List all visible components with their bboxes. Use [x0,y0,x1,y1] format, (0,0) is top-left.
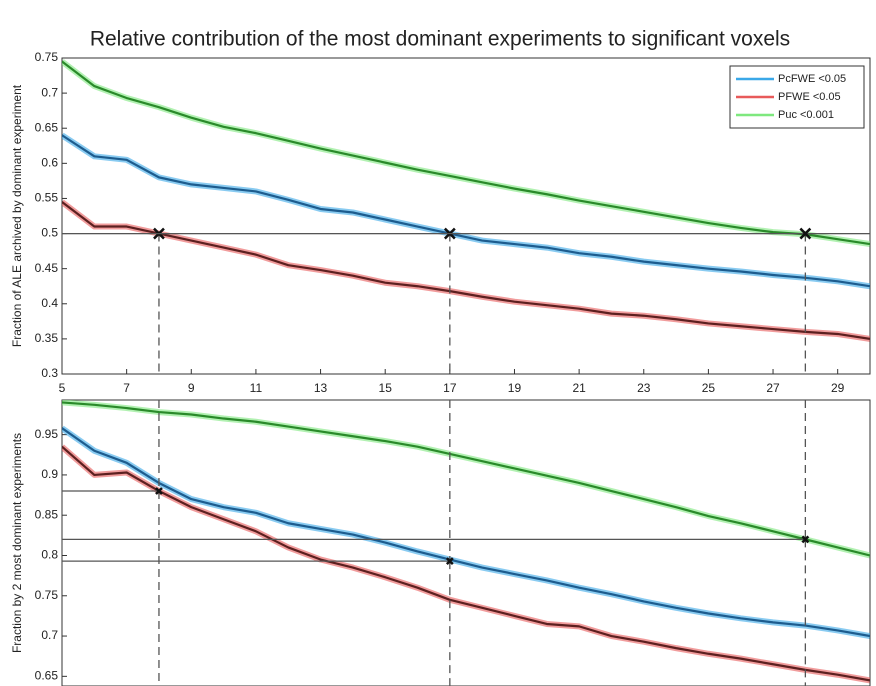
series-line [62,134,870,288]
y-tick-label: 0.65 [35,669,59,683]
crossing-marker [801,535,810,544]
crossing-marker [155,487,163,495]
y-tick-label: 0.95 [35,427,59,441]
x-tick-label: 27 [766,381,780,395]
legend-label: PFWE <0.05 [778,91,841,103]
x-tick-label: 5 [59,381,66,395]
series-line [62,445,870,682]
series-line [62,427,870,638]
plot-frame [61,399,871,686]
y-axis-label: Fraction by 2 most dominant experiments [10,433,24,653]
y-tick-label: 0.75 [35,50,59,64]
x-tick-label: 9 [188,381,195,395]
y-tick-label: 0.3 [41,366,58,380]
x-tick-label: 17 [443,381,457,395]
legend-label: PcFWE <0.05 [778,73,846,85]
crossing-marker [799,227,812,240]
y-tick-label: 0.65 [35,120,59,134]
y-tick-label: 0.85 [35,507,59,521]
x-tick-label: 25 [702,381,716,395]
x-tick-label: 29 [831,381,845,395]
y-tick-label: 0.55 [35,191,59,205]
series-line [62,201,870,340]
chart-title: Relative contribution of the most domina… [90,28,790,51]
y-tick-label: 0.35 [35,331,59,345]
y-tick-label: 0.8 [41,548,58,562]
x-tick-label: 21 [572,381,586,395]
y-tick-label: 0.7 [41,85,58,99]
series-line [62,60,870,246]
x-tick-label: 15 [379,381,393,395]
x-tick-label: 23 [637,381,651,395]
y-tick-label: 0.4 [41,296,58,310]
y-axis-label: Fraction of ALE archived by dominant exp… [10,84,24,347]
y-tick-label: 0.9 [41,467,58,481]
plot-area [62,59,870,374]
y-tick-label: 0.6 [41,156,58,170]
plot-frame [61,57,871,375]
y-tick-label: 0.7 [41,628,58,642]
legend-label: Puc <0.001 [778,109,834,121]
series-band [62,400,870,559]
x-tick-label: 13 [314,381,328,395]
series-line [62,401,870,557]
x-tick-label: 11 [250,381,263,395]
crossing-marker [445,557,454,566]
plot-area [62,400,870,686]
y-tick-label: 0.45 [35,261,59,275]
series-band [62,132,870,290]
y-tick-label: 0.5 [41,226,58,240]
x-tick-label: 7 [123,381,130,395]
y-tick-label: 0.75 [35,588,59,602]
x-tick-label: 19 [508,381,522,395]
